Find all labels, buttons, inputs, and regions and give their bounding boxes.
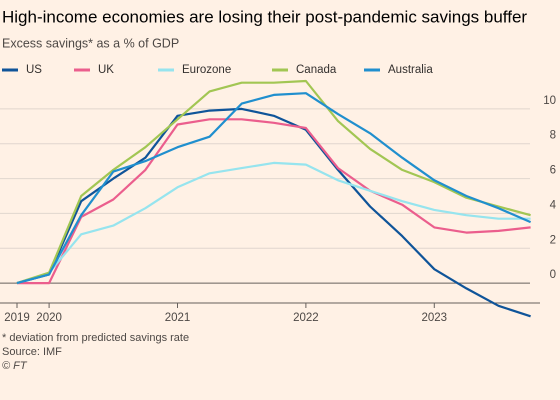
legend-label: US — [26, 64, 42, 76]
chart-subtitle: Excess savings* as a % of GDP — [2, 36, 179, 50]
x-tick-label: 2022 — [293, 312, 319, 324]
y-tick-label: 4 — [550, 199, 557, 211]
x-tick-label: 2020 — [36, 312, 62, 324]
x-tick-label: 2023 — [421, 312, 447, 324]
footnote: * deviation from predicted savings rate — [2, 332, 189, 344]
legend-label: Eurozone — [182, 64, 231, 76]
legend-label: UK — [98, 64, 114, 76]
series-line — [16, 79, 531, 285]
y-tick-label: 2 — [550, 234, 556, 246]
y-tick-label: 6 — [550, 165, 556, 177]
credit: © FT — [2, 360, 28, 372]
chart-title: High-income economies are losing their p… — [2, 7, 527, 26]
y-tick-label: 8 — [550, 130, 556, 142]
x-tick-label: 2021 — [165, 312, 191, 324]
legend-label: Australia — [388, 64, 433, 76]
y-tick-label: 0 — [550, 269, 556, 281]
series-line — [16, 161, 531, 285]
x-tick-label: 2019 — [4, 312, 30, 324]
series-line — [17, 118, 531, 285]
source: Source: IMF — [2, 346, 62, 358]
legend-label: Canada — [296, 64, 337, 76]
series-line — [16, 92, 532, 285]
y-tick-label: 10 — [543, 95, 556, 107]
